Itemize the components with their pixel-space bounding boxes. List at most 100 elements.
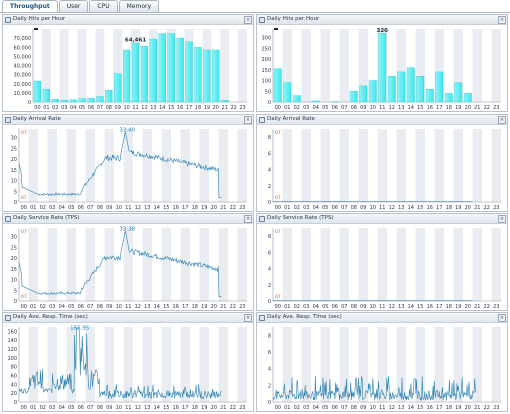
x-tick-label: 17 bbox=[182, 205, 188, 211]
hour-stripe bbox=[77, 29, 87, 102]
close-icon[interactable]: × bbox=[244, 116, 252, 124]
hour-stripe bbox=[472, 228, 482, 301]
x-tick-label: 06 bbox=[88, 105, 94, 111]
y-tick-label: 100 bbox=[7, 356, 17, 362]
marker-label: 07 bbox=[275, 130, 281, 136]
x-tick-label: 00 bbox=[275, 405, 281, 411]
chart-icon bbox=[259, 116, 265, 123]
x-tick-label: 19 bbox=[455, 105, 461, 111]
close-icon[interactable]: × bbox=[244, 215, 252, 223]
x-tick-label: 23 bbox=[493, 105, 499, 111]
chart-panel: Daily Ave. Resp. Time (sec) × 0 2 4 6 8 00 01 02 0… bbox=[256, 312, 508, 412]
bar bbox=[425, 88, 434, 103]
x-tick-label: 07 bbox=[341, 105, 347, 111]
x-tick-label: 10 bbox=[370, 105, 376, 111]
x-tick-label: 04 bbox=[313, 105, 319, 111]
y-tick-label: 10,000 bbox=[14, 91, 32, 97]
chart-plot: 0 20 40 60 80 100 120 140 160 00 01 02 03 04 05 06 07 08 0… bbox=[7, 325, 247, 411]
hour-stripe bbox=[301, 228, 311, 301]
x-tick-label: 08 bbox=[97, 205, 103, 211]
hour-stripe bbox=[237, 327, 247, 402]
tab-cpu[interactable]: CPU bbox=[89, 0, 118, 12]
close-icon[interactable]: × bbox=[498, 215, 506, 223]
y-tick-label: 5 bbox=[14, 288, 17, 294]
x-tick-label: 20 bbox=[211, 205, 217, 211]
hour-stripe bbox=[415, 228, 425, 301]
x-tick-label: 12 bbox=[389, 105, 395, 111]
chart-icon bbox=[5, 314, 11, 321]
panel-title: Daily Hits per Hour bbox=[13, 16, 66, 22]
x-tick-label: 20 bbox=[211, 304, 217, 310]
x-tick-label: 02 bbox=[40, 405, 46, 411]
panel-header: Daily Ave. Resp. Time (sec) × bbox=[257, 313, 507, 323]
tab-user[interactable]: User bbox=[58, 0, 89, 12]
hour-stripe bbox=[301, 327, 311, 402]
x-tick-label: 12 bbox=[135, 405, 141, 411]
x-tick-label: 08 bbox=[97, 405, 103, 411]
hour-stripe bbox=[358, 29, 368, 102]
x-tick-label: 18 bbox=[446, 105, 452, 111]
bar bbox=[42, 89, 50, 103]
x-tick-label: 00 bbox=[34, 105, 40, 111]
bar bbox=[167, 33, 175, 103]
x-tick-label: 16 bbox=[173, 205, 179, 211]
close-icon[interactable]: × bbox=[498, 116, 506, 124]
x-tick-label: 21 bbox=[220, 405, 226, 411]
hour-stripe bbox=[339, 228, 349, 301]
y-tick-label: 40 bbox=[11, 382, 17, 388]
close-icon[interactable]: × bbox=[498, 16, 506, 24]
x-tick-label: 19 bbox=[455, 304, 461, 310]
x-tick-label: 21 bbox=[222, 105, 228, 111]
hour-stripe bbox=[339, 327, 349, 402]
x-tick-label: 04 bbox=[59, 405, 65, 411]
y-tick-label: 15 bbox=[11, 267, 17, 273]
x-tick-label: 09 bbox=[360, 304, 366, 310]
bar bbox=[87, 98, 95, 103]
bar bbox=[60, 100, 68, 103]
tab-memory[interactable]: Memory bbox=[118, 0, 160, 12]
y-tick-label: 300 bbox=[261, 36, 271, 42]
x-tick-label: 02 bbox=[40, 304, 46, 310]
hour-stripe bbox=[472, 327, 482, 402]
y-tick-label: 40,000 bbox=[14, 64, 32, 70]
hour-stripe bbox=[113, 29, 123, 102]
close-icon[interactable]: × bbox=[498, 314, 506, 322]
x-tick-label: 17 bbox=[436, 304, 442, 310]
x-tick-label: 20 bbox=[211, 405, 217, 411]
bar bbox=[140, 46, 149, 103]
hour-stripe bbox=[415, 29, 425, 102]
y-tick-label: 0 bbox=[268, 400, 271, 406]
tab-throughput[interactable]: Throughput bbox=[2, 0, 58, 13]
hour-stripe bbox=[301, 29, 311, 102]
x-tick-label: 04 bbox=[70, 105, 76, 111]
close-icon[interactable]: × bbox=[244, 16, 252, 24]
x-tick-label: 19 bbox=[201, 405, 207, 411]
x-tick-label: 13 bbox=[398, 205, 404, 211]
close-icon[interactable]: × bbox=[244, 314, 252, 322]
x-tick-label: 04 bbox=[313, 405, 319, 411]
y-tick-label: 10 bbox=[11, 278, 17, 284]
hour-stripe bbox=[104, 228, 114, 301]
x-tick-label: 13 bbox=[144, 405, 150, 411]
x-tick-label: 13 bbox=[150, 105, 156, 111]
panel-title: Daily Service Rate (TPS) bbox=[13, 215, 80, 221]
hour-stripe bbox=[434, 29, 444, 102]
y-tick-label: 5 bbox=[14, 189, 17, 195]
x-tick-label: 16 bbox=[173, 405, 179, 411]
bar bbox=[212, 49, 220, 103]
x-tick-label: 03 bbox=[303, 105, 309, 111]
x-tick-label: 05 bbox=[322, 405, 328, 411]
x-tick-label: 23 bbox=[239, 105, 245, 111]
hour-stripe bbox=[472, 129, 482, 202]
x-tick-label: 14 bbox=[408, 205, 414, 211]
x-tick-label: 10 bbox=[123, 105, 129, 111]
hour-stripe bbox=[320, 327, 330, 402]
bar bbox=[131, 43, 140, 103]
x-tick-label: 10 bbox=[370, 304, 376, 310]
y-tick-label: 6 bbox=[268, 350, 271, 356]
bar bbox=[416, 76, 425, 103]
hour-stripe bbox=[47, 228, 57, 301]
hour-stripe bbox=[434, 129, 444, 202]
x-tick-label: 03 bbox=[303, 205, 309, 211]
hour-stripe bbox=[282, 29, 292, 102]
